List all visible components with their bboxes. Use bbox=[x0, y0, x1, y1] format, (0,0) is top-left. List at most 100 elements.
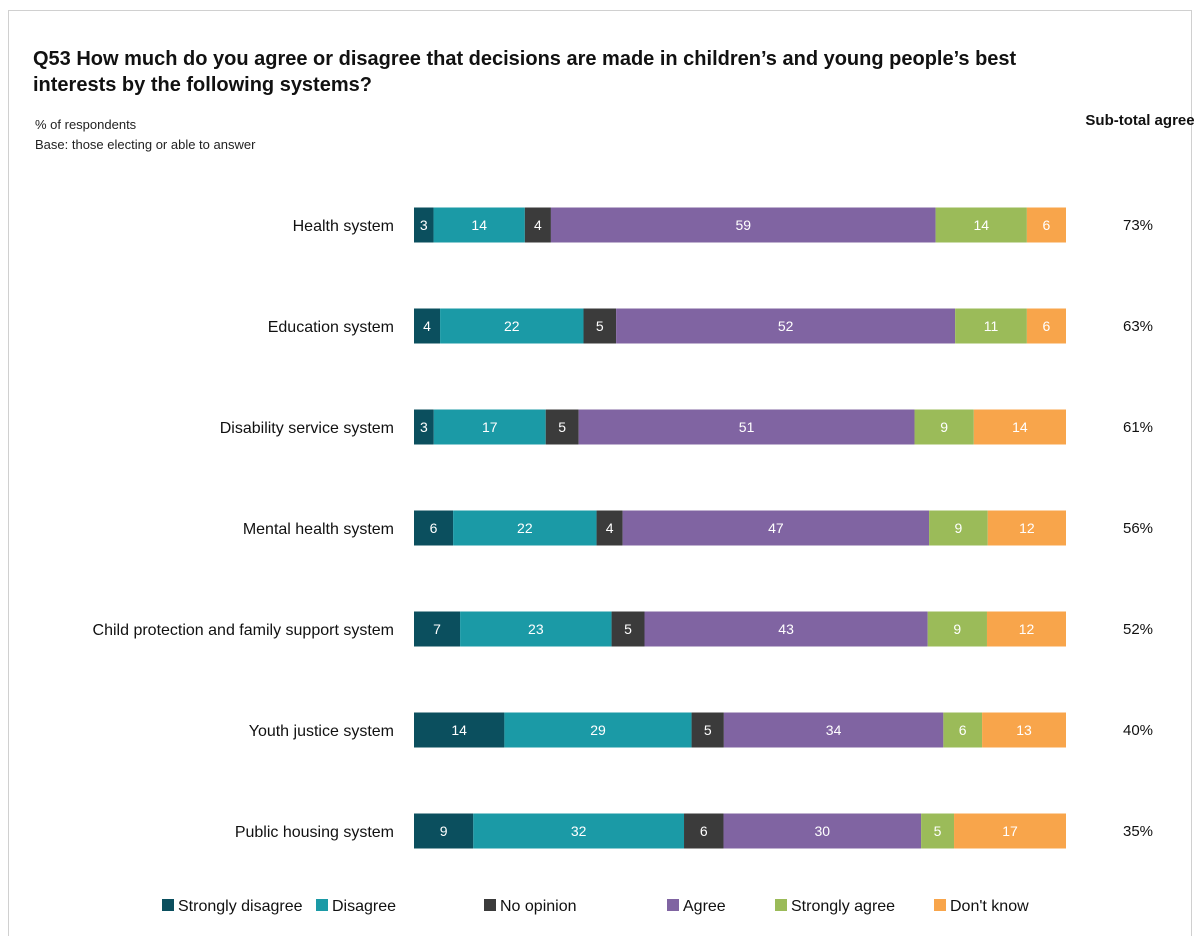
segment-value-label: 4 bbox=[606, 520, 614, 536]
bar-segment-don-t-know bbox=[954, 813, 1066, 849]
segment-value-label: 9 bbox=[953, 621, 961, 637]
segment-value-label: 5 bbox=[624, 621, 632, 637]
bar-segment-strongly-disagree bbox=[414, 207, 434, 243]
legend-item-no-opinion: No opinion bbox=[484, 898, 577, 915]
segment-value-label: 14 bbox=[1012, 419, 1028, 435]
legend-label: Disagree bbox=[332, 898, 396, 915]
legend-item-strongly-agree: Strongly agree bbox=[775, 898, 895, 915]
segment-value-label: 43 bbox=[778, 621, 794, 637]
bar-segment-disagree bbox=[433, 409, 546, 445]
legend-label: Agree bbox=[683, 898, 726, 915]
bar-row-health-system: Health system 3 14 4 59 14 6 73% bbox=[293, 207, 1153, 243]
bar-segment-no-opinion bbox=[691, 712, 724, 748]
bar-segment-strongly-disagree bbox=[414, 510, 454, 546]
bar-segment-no-opinion bbox=[524, 207, 551, 243]
legend-item-don-t-know: Don't know bbox=[934, 898, 1029, 915]
bar-row-mental-health-system: Mental health system 6 22 4 47 9 12 56% bbox=[243, 510, 1153, 546]
legend-item-strongly-disagree: Strongly disagree bbox=[162, 898, 303, 915]
segment-value-label: 23 bbox=[528, 621, 544, 637]
legend-swatch bbox=[484, 899, 496, 911]
segment-value-label: 11 bbox=[984, 318, 999, 334]
bar-segment-no-opinion bbox=[583, 308, 617, 344]
bar-segment-don-t-know bbox=[973, 409, 1066, 445]
bar-segment-no-opinion bbox=[684, 813, 724, 849]
bar-segment-agree bbox=[550, 207, 936, 243]
segment-value-label: 6 bbox=[1043, 318, 1051, 334]
legend-item-disagree: Disagree bbox=[316, 898, 396, 915]
subtotal-agree-value: 35% bbox=[1123, 823, 1153, 840]
segment-value-label: 6 bbox=[430, 520, 438, 536]
bar-segment-strongly-agree bbox=[914, 409, 974, 445]
bar-segment-agree bbox=[578, 409, 915, 445]
legend: Strongly disagree Disagree No opinion Agree… bbox=[162, 898, 1029, 915]
segment-value-label: 51 bbox=[739, 419, 755, 435]
bar-segment-agree bbox=[616, 308, 956, 344]
bar-segment-strongly-agree bbox=[935, 207, 1027, 243]
subtotal-agree-header: Sub-total agree bbox=[1085, 112, 1195, 129]
chart-subtitle: % of respondents Base: those electing or… bbox=[35, 115, 255, 155]
bar-row-disability-service-system: Disability service system 3 17 5 51 9 14 61% bbox=[220, 409, 1153, 445]
legend-label: Strongly disagree bbox=[178, 898, 303, 915]
subtotal-agree-value: 61% bbox=[1123, 419, 1153, 436]
segment-value-label: 13 bbox=[1016, 722, 1032, 738]
segment-value-label: 52 bbox=[778, 318, 794, 334]
segment-value-label: 17 bbox=[482, 419, 498, 435]
category-label: Education system bbox=[268, 319, 394, 336]
subtitle-line-base: Base: those electing or able to answer bbox=[35, 137, 256, 152]
bar-segment-disagree bbox=[504, 712, 692, 748]
bar-segment-strongly-disagree bbox=[414, 611, 461, 647]
legend-swatch bbox=[934, 899, 946, 911]
bar-row-youth-justice-system: Youth justice system 14 29 5 34 6 13 40% bbox=[249, 712, 1153, 748]
bar-segment-strongly-disagree bbox=[414, 813, 474, 849]
segment-value-label: 5 bbox=[704, 722, 712, 738]
subtotal-agree-value: 40% bbox=[1123, 722, 1153, 739]
bar-segment-don-t-know bbox=[1026, 207, 1066, 243]
bar-segment-don-t-know bbox=[987, 510, 1066, 546]
segment-value-label: 17 bbox=[1002, 823, 1018, 839]
segment-value-label: 34 bbox=[826, 722, 842, 738]
bar-segment-agree bbox=[723, 712, 944, 748]
segment-value-label: 6 bbox=[959, 722, 967, 738]
bar-segment-strongly-agree bbox=[921, 813, 955, 849]
segment-value-label: 9 bbox=[440, 823, 448, 839]
segment-value-label: 5 bbox=[934, 823, 942, 839]
segment-value-label: 14 bbox=[973, 217, 989, 233]
segment-value-label: 7 bbox=[433, 621, 441, 637]
segment-value-label: 30 bbox=[815, 823, 831, 839]
segment-value-label: 5 bbox=[558, 419, 566, 435]
segment-value-label: 3 bbox=[420, 217, 428, 233]
bar-segment-don-t-know bbox=[982, 712, 1066, 748]
legend-swatch bbox=[775, 899, 787, 911]
bars-group: Health system 3 14 4 59 14 6 73%Education syste… bbox=[93, 207, 1153, 849]
bar-segment-strongly-agree bbox=[927, 611, 987, 647]
segment-value-label: 14 bbox=[451, 722, 467, 738]
segment-value-label: 47 bbox=[768, 520, 784, 536]
bar-segment-no-opinion bbox=[611, 611, 645, 647]
subtitle-line-units: % of respondents bbox=[35, 117, 137, 132]
bar-segment-agree bbox=[644, 611, 928, 647]
subtotal-agree-value: 56% bbox=[1123, 520, 1153, 537]
segment-value-label: 3 bbox=[420, 419, 428, 435]
segment-value-label: 12 bbox=[1019, 520, 1035, 536]
segment-value-label: 59 bbox=[735, 217, 751, 233]
bar-segment-strongly-disagree bbox=[414, 308, 441, 344]
segment-value-label: 6 bbox=[1043, 217, 1051, 233]
bar-segment-disagree bbox=[453, 510, 597, 546]
legend-label: Don't know bbox=[950, 898, 1029, 915]
legend-item-agree: Agree bbox=[667, 898, 726, 915]
category-label: Child protection and family support syst… bbox=[93, 622, 394, 639]
legend-label: No opinion bbox=[500, 898, 577, 915]
segment-value-label: 32 bbox=[571, 823, 587, 839]
bar-segment-strongly-disagree bbox=[414, 712, 505, 748]
segment-value-label: 29 bbox=[590, 722, 606, 738]
subtotal-agree-value: 63% bbox=[1123, 318, 1153, 335]
bar-row-child-protection-and-family-support-system: Child protection and family support syst… bbox=[93, 611, 1153, 647]
segment-value-label: 5 bbox=[596, 318, 604, 334]
legend-swatch bbox=[316, 899, 328, 911]
bar-segment-agree bbox=[723, 813, 922, 849]
segment-value-label: 6 bbox=[700, 823, 708, 839]
category-label: Mental health system bbox=[243, 521, 394, 538]
legend-swatch bbox=[162, 899, 174, 911]
segment-value-label: 22 bbox=[517, 520, 533, 536]
